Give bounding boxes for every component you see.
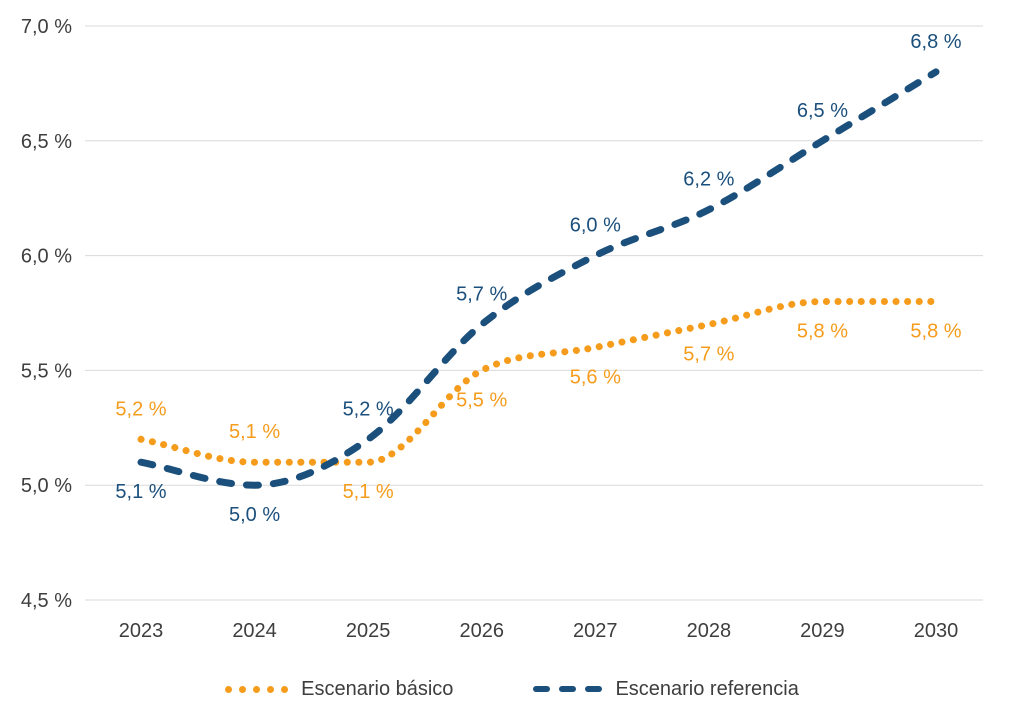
series-line-escenario-basico — [137, 298, 940, 466]
dashed-line-swatch — [533, 686, 603, 692]
legend-label-escenario-basico: Escenario básico — [301, 678, 454, 700]
x-axis-tick-label: 2025 — [346, 620, 391, 642]
y-axis-tick-label: 5,5 % — [21, 360, 72, 382]
y-axis-tick-label: 7,0 % — [21, 16, 72, 38]
data-label: 6,2 % — [683, 169, 734, 191]
data-label: 5,6 % — [570, 366, 621, 388]
y-axis-tick-label: 6,5 % — [21, 131, 72, 153]
data-label: 5,7 % — [683, 343, 734, 365]
data-label: 5,5 % — [456, 389, 507, 411]
legend-label-escenario-referencia: Escenario referencia — [615, 678, 799, 700]
dotted-line-swatch — [225, 685, 289, 693]
data-label: 5,7 % — [456, 283, 507, 305]
data-label: 5,2 % — [115, 398, 166, 420]
data-label: 5,2 % — [343, 398, 394, 420]
y-axis-tick-label: 6,0 % — [21, 246, 72, 268]
data-label: 6,8 % — [910, 31, 961, 53]
x-axis-tick-label: 2028 — [687, 620, 732, 642]
plot-area: 4,5 % 5,0 % 5,5 % 6,0 % 6,5 % 7,0 % 2023 2024 20… — [21, 16, 983, 642]
data-label: 5,8 % — [910, 321, 961, 343]
x-axis-tick-label: 2027 — [573, 620, 618, 642]
data-label: 6,5 % — [797, 100, 848, 122]
x-axis-tick-label: 2024 — [232, 620, 277, 642]
x-axis-tick-label: 2023 — [119, 620, 164, 642]
data-label: 5,8 % — [797, 321, 848, 343]
legend: Escenario básico Escenario referencia — [0, 676, 1024, 702]
data-label: 5,1 % — [229, 421, 280, 443]
y-axis-tick-label: 4,5 % — [21, 590, 72, 612]
legend-item-escenario-basico: Escenario básico — [225, 676, 453, 702]
data-label: 6,0 % — [570, 215, 621, 237]
series-line-escenario-referencia — [137, 68, 940, 489]
y-axis-tick-label: 5,0 % — [21, 475, 72, 497]
data-label: 5,1 % — [115, 481, 166, 503]
data-label: 5,1 % — [343, 481, 394, 503]
legend-item-escenario-referencia: Escenario referencia — [533, 676, 799, 702]
x-axis-tick-label: 2030 — [914, 620, 959, 642]
x-axis-tick-label: 2026 — [459, 620, 504, 642]
data-label: 5,0 % — [229, 504, 280, 526]
x-axis-tick-label: 2029 — [800, 620, 845, 642]
